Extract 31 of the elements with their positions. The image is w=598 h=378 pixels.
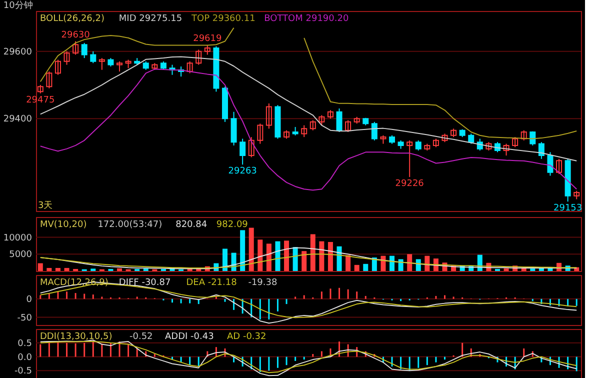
annotation: 29630 (61, 30, 90, 40)
annotation: BOTTOM 29190.20 (264, 14, 349, 24)
y-tick-label: -0.5 (14, 366, 32, 377)
annotation: 820.84 (176, 220, 208, 230)
annotation: TOP 29360.11 (190, 14, 256, 24)
annotation: -19.38 (248, 278, 278, 288)
annotation: MID 29275.15 (118, 14, 182, 24)
annotation: DIFF -30.87 (118, 278, 171, 288)
annotation: 29226 (395, 179, 424, 190)
y-tick-label: 29600 (3, 47, 32, 58)
annotation: 29263 (228, 166, 257, 177)
y-tick-label: 0.0 (18, 352, 32, 363)
chart-title: DDI(13,30,10,5) (40, 332, 112, 342)
y-tick-label: -50 (17, 313, 32, 324)
chart-subtitle: 10分钟 (3, 0, 33, 11)
y-tick-label: 0.5 (18, 338, 32, 349)
chart-title: MV(10,20) (40, 220, 87, 230)
annotation: 982.09 (216, 220, 248, 230)
y-tick-label: 10000 (3, 233, 32, 244)
chart-title: MACD(12,26,9) (40, 278, 108, 288)
chart-title: BOLL(26,26,2) (40, 14, 105, 24)
annotation: 29619 (193, 34, 222, 44)
annotation: AD -0.32 (227, 332, 266, 342)
y-tick-label: 0 (26, 294, 32, 305)
annotation: DEA -21.18 (186, 278, 238, 288)
annotation: 172.00(53:47) (98, 220, 162, 230)
y-tick-label: 29400 (3, 114, 32, 125)
x-axis-title: 3天 (38, 200, 53, 211)
annotation: ADDI -0.43 (165, 332, 214, 342)
annotation: -0.52 (130, 332, 153, 342)
y-tick-label: 5000 (9, 250, 32, 260)
